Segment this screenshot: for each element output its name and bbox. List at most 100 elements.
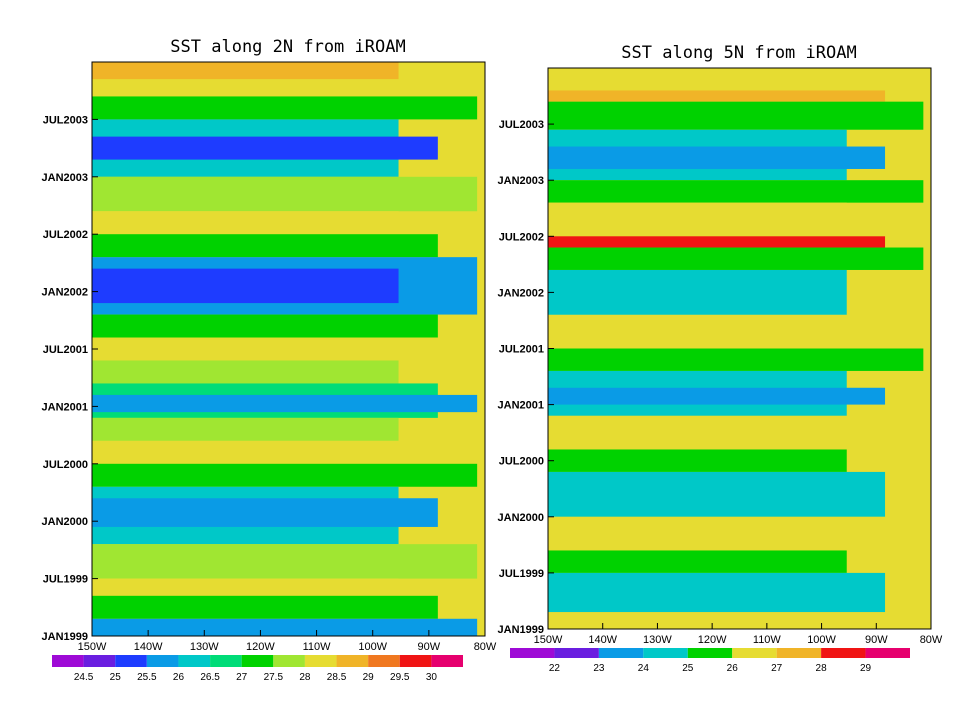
- colorbar-swatch: [178, 655, 211, 667]
- sst-band: [548, 612, 924, 629]
- sst-band: [548, 146, 886, 169]
- sst-band: [92, 544, 478, 579]
- sst-band: [548, 101, 924, 130]
- x-tick-label: 140W: [134, 641, 163, 653]
- sst-band: [92, 176, 478, 212]
- sst-band: [92, 314, 438, 338]
- y-tick-label: JAN2001: [42, 401, 88, 413]
- colorbar-label: 27: [771, 663, 783, 674]
- y-tick-label: JAN2003: [42, 172, 88, 184]
- x-tick-label: 110W: [303, 641, 332, 653]
- y-tick-label: JAN2000: [498, 512, 544, 524]
- colorbar-label: 29: [363, 672, 375, 683]
- x-tick-label: 120W: [246, 641, 275, 653]
- y-axis-2n: JAN1999 JUL1999 JAN2000 JUL2000 JAN2001 JUL20…: [42, 114, 98, 643]
- colorbar-label: 26.5: [200, 672, 220, 683]
- sst-band: [92, 595, 438, 619]
- sst-band: [548, 247, 924, 270]
- y-tick-label: JUL2001: [43, 344, 88, 356]
- sst-band: [92, 337, 478, 361]
- y-tick-label: JUL2000: [43, 459, 88, 471]
- y-tick-label: JAN2003: [498, 175, 544, 187]
- sst-band: [92, 234, 438, 258]
- colorbar-label: 27: [236, 672, 248, 683]
- x-tick-label: 90W: [865, 634, 888, 646]
- sst-band: [92, 618, 478, 636]
- y-tick-label: JUL1999: [43, 574, 88, 586]
- sst-band: [92, 268, 399, 304]
- colorbar-label: 29: [860, 663, 872, 674]
- colorbar-label: 28: [299, 672, 311, 683]
- x-tick-label: 140W: [588, 634, 617, 646]
- y-tick-label: JUL2000: [499, 456, 544, 468]
- sst-bands-2n: [92, 62, 478, 636]
- x-tick-label: 80W: [920, 634, 943, 646]
- x-tick-label: 100W: [358, 641, 387, 653]
- sst-band: [548, 516, 924, 551]
- sst-band: [92, 394, 478, 413]
- colorbar-swatch: [510, 648, 555, 658]
- colorbar-label: 30: [426, 672, 438, 683]
- y-tick-label: JAN2002: [498, 287, 544, 299]
- sst-bands-5n: [548, 68, 924, 629]
- colorbar-swatch: [821, 648, 866, 658]
- x-axis-2n: 150W 140W 130W 120W 110W 100W 90W 80W: [78, 630, 497, 653]
- colorbar-label: 25: [110, 672, 122, 683]
- x-tick-label: 100W: [807, 634, 836, 646]
- colorbar-label: 28.5: [327, 672, 347, 683]
- sst-band: [548, 269, 847, 315]
- x-tick-label: 80W: [474, 641, 497, 653]
- sst-band: [92, 360, 399, 384]
- colorbar-label: 29.5: [390, 672, 410, 683]
- panel-2n: SST along 2N from iROAM JAN1999JUL1999JA…: [42, 37, 497, 683]
- sst-band: [548, 180, 924, 203]
- x-tick-label: 110W: [753, 634, 782, 646]
- x-tick-label: 150W: [534, 634, 563, 646]
- x-tick-label: 120W: [698, 634, 727, 646]
- colorbar-swatch: [865, 648, 910, 658]
- title-2n: SST along 2N from iROAM: [170, 37, 405, 57]
- y-tick-label: JUL2001: [499, 344, 544, 356]
- colorbar-swatch: [146, 655, 179, 667]
- colorbar-label: 24: [638, 663, 650, 674]
- colorbar-swatch: [241, 655, 274, 667]
- sst-band: [92, 136, 438, 160]
- sst-band: [548, 314, 886, 349]
- x-tick-label: 130W: [643, 634, 672, 646]
- y-tick-label: JUL2003: [499, 119, 544, 131]
- x-tick-label: 130W: [190, 641, 219, 653]
- x-tick-label: 150W: [78, 641, 107, 653]
- colorbar-swatch: [210, 655, 242, 667]
- colorbar-label: 26: [173, 672, 185, 683]
- colorbar-swatch: [598, 648, 644, 658]
- y-tick-label: JAN1999: [498, 624, 544, 636]
- sst-band: [92, 96, 478, 120]
- sst-band: [92, 211, 399, 235]
- colorbar-swatch: [304, 655, 337, 667]
- sst-band: [548, 572, 886, 613]
- x-tick-label: 90W: [418, 641, 441, 653]
- colorbar-2n: 24.5 25 25.5 26 26.5 27 27.5 28 28.5 29 29.5 30: [52, 655, 463, 683]
- y-tick-label: JUL1999: [499, 568, 544, 580]
- sst-band: [92, 417, 399, 441]
- colorbar-swatch: [115, 655, 147, 667]
- colorbar-swatch: [643, 648, 688, 658]
- sst-band: [548, 202, 847, 237]
- colorbar-label: 26: [727, 663, 739, 674]
- sst-band: [548, 550, 847, 573]
- colorbar-label: 28: [816, 663, 828, 674]
- colorbar-swatch: [399, 655, 432, 667]
- colorbar-swatch: [554, 648, 599, 658]
- sst-band: [92, 440, 438, 464]
- title-5n: SST along 5N from iROAM: [621, 43, 856, 63]
- sst-band: [92, 498, 438, 527]
- colorbar-swatch: [687, 648, 733, 658]
- sst-band: [92, 578, 399, 596]
- colorbar-label: 27.5: [264, 672, 284, 683]
- colorbar-swatch: [336, 655, 369, 667]
- sst-band: [548, 449, 847, 472]
- sst-band: [548, 471, 886, 517]
- y-tick-label: JAN2001: [498, 400, 544, 412]
- sst-band: [548, 387, 886, 405]
